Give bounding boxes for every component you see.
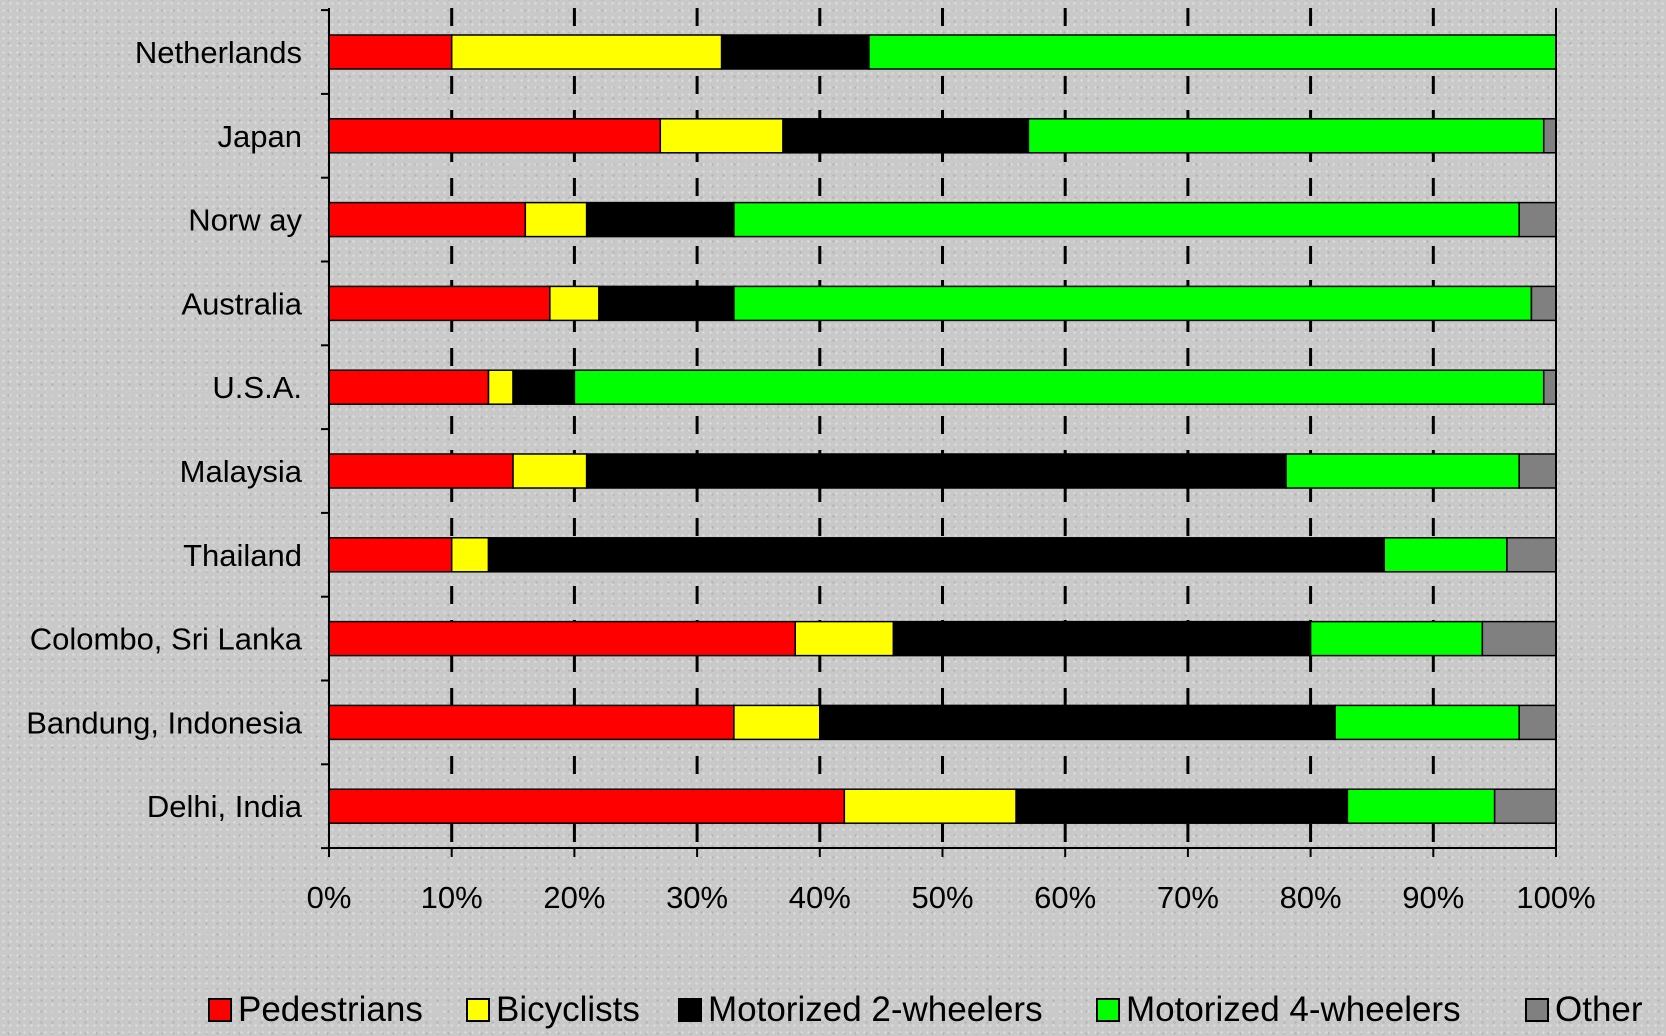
bar-segment bbox=[328, 704, 735, 741]
legend-item: Motorized 4-wheelers bbox=[1096, 990, 1461, 1030]
bar-segment bbox=[733, 285, 1533, 322]
category-label: Netherlands bbox=[135, 35, 302, 70]
legend-label: Other bbox=[1555, 990, 1643, 1029]
bar-segment bbox=[1506, 537, 1557, 573]
bar-segment bbox=[1383, 537, 1508, 573]
x-tick-label: 10% bbox=[421, 880, 483, 915]
legend-swatch bbox=[678, 998, 702, 1022]
x-tick-label: 50% bbox=[911, 880, 973, 915]
legend-label: Bicyclists bbox=[496, 990, 640, 1029]
bar-segment bbox=[512, 369, 576, 405]
category-label: Japan bbox=[218, 119, 302, 154]
x-tick-label: 20% bbox=[543, 880, 605, 915]
category-label: Colombo, Sri Lanka bbox=[30, 622, 303, 657]
x-tick-label: 40% bbox=[789, 880, 851, 915]
bar-segment bbox=[1309, 620, 1484, 657]
legend-item: Bicyclists bbox=[466, 990, 640, 1030]
x-tick-label: 60% bbox=[1034, 880, 1096, 915]
category-label: Thailand bbox=[183, 538, 302, 573]
bar-segment bbox=[720, 34, 870, 70]
bar-segment bbox=[573, 369, 1545, 405]
bar-segment bbox=[1334, 704, 1520, 741]
bar-segment bbox=[1027, 118, 1545, 154]
bar-segment bbox=[794, 620, 895, 657]
bar-segment bbox=[819, 704, 1336, 741]
legend-swatch bbox=[466, 998, 490, 1022]
legend-swatch bbox=[208, 998, 232, 1022]
bar-segment bbox=[328, 201, 527, 238]
bar-segment bbox=[1542, 369, 1557, 405]
bar-segment bbox=[585, 201, 735, 238]
bar-segment bbox=[659, 118, 784, 154]
bar-segment bbox=[328, 620, 797, 657]
bar-segment bbox=[1518, 201, 1557, 238]
x-tick-label: 90% bbox=[1402, 880, 1464, 915]
bar-segment bbox=[1285, 453, 1520, 489]
bar-segment bbox=[843, 788, 1017, 824]
bar-segment bbox=[487, 537, 1385, 573]
category-label: U.S.A. bbox=[212, 370, 302, 405]
x-tick-label: 70% bbox=[1157, 880, 1219, 915]
bar-segment bbox=[512, 453, 588, 489]
legend-label: Motorized 2-wheelers bbox=[708, 990, 1043, 1029]
legend-item: Pedestrians bbox=[208, 990, 423, 1030]
bars bbox=[328, 34, 1557, 824]
bar-segment bbox=[1015, 788, 1349, 824]
bar-segment bbox=[1518, 704, 1557, 741]
bar-segment bbox=[450, 537, 490, 573]
bar-segment bbox=[328, 537, 453, 573]
category-label: Australia bbox=[181, 286, 302, 321]
category-label: Delhi, India bbox=[147, 789, 303, 824]
bar-segment bbox=[524, 201, 588, 238]
bar-segment bbox=[450, 34, 723, 70]
category-label: Norw ay bbox=[188, 203, 302, 238]
x-tick-label: 100% bbox=[1516, 880, 1595, 915]
bar-segment bbox=[1346, 788, 1496, 824]
bar-segment bbox=[1481, 620, 1557, 657]
bar-segment bbox=[892, 620, 1312, 657]
legend-item: Other bbox=[1525, 990, 1643, 1030]
bar-segment bbox=[328, 788, 846, 824]
bar-segment bbox=[733, 201, 1520, 238]
legend-swatch bbox=[1525, 998, 1549, 1022]
bar-segment bbox=[733, 704, 821, 741]
bar-segment bbox=[598, 285, 735, 322]
legend-label: Motorized 4-wheelers bbox=[1126, 990, 1461, 1029]
bar-segment bbox=[328, 453, 514, 489]
legend-swatch bbox=[1096, 998, 1120, 1022]
bar-segment bbox=[782, 118, 1030, 154]
bar-segment bbox=[328, 369, 490, 405]
axes bbox=[321, 8, 1557, 857]
x-tick-label: 80% bbox=[1280, 880, 1342, 915]
bar-segment bbox=[487, 369, 514, 405]
labels: Netherlands Japan Norw ay Australia U.S.A. Ma… bbox=[26, 35, 1595, 915]
legend-label: Pedestrians bbox=[238, 990, 423, 1029]
legend: Pedestrians Bicyclists Motorized 2-wheeler… bbox=[0, 990, 1666, 1030]
bar-segment bbox=[868, 34, 1557, 70]
bar-segment bbox=[549, 285, 600, 322]
bar-segment bbox=[328, 118, 662, 154]
x-tick-label: 30% bbox=[666, 880, 728, 915]
bar-segment bbox=[1493, 788, 1557, 824]
category-label: Bandung, Indonesia bbox=[26, 705, 303, 740]
bar-segment bbox=[328, 34, 453, 70]
category-label: Malaysia bbox=[180, 454, 303, 489]
bar-segment bbox=[585, 453, 1287, 489]
bar-segment bbox=[1518, 453, 1557, 489]
legend-item: Motorized 2-wheelers bbox=[678, 990, 1043, 1030]
bar-segment bbox=[1542, 118, 1557, 154]
x-tick-label: 0% bbox=[307, 880, 352, 915]
bar-segment bbox=[1530, 285, 1557, 322]
bar-segment bbox=[328, 285, 551, 322]
